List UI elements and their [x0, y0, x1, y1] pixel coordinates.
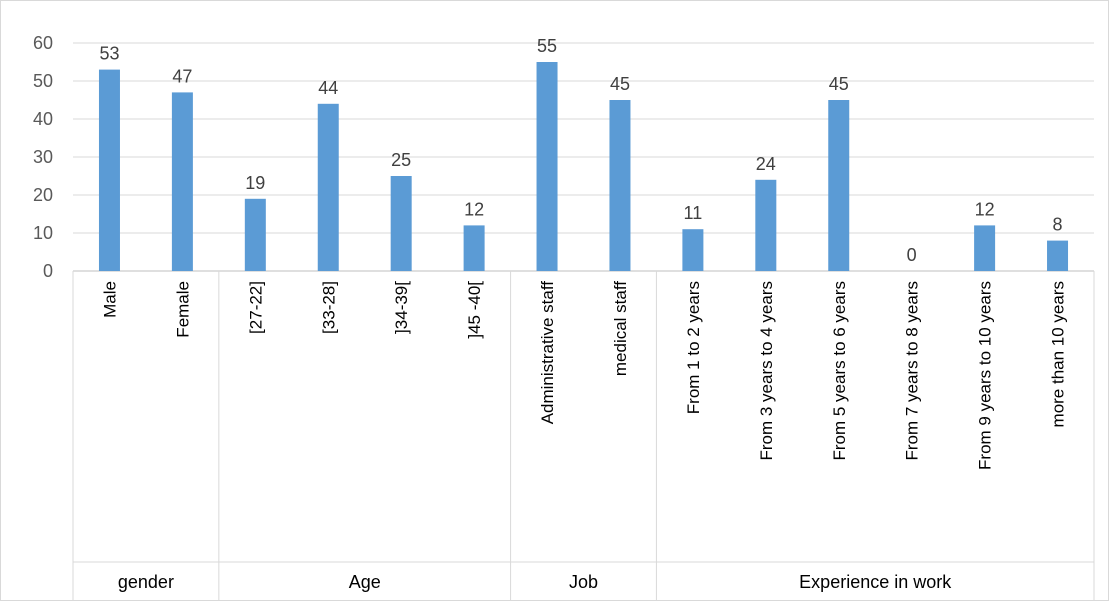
bar: [390, 176, 412, 271]
bar: [828, 100, 850, 271]
category-label: [27-22]: [246, 281, 265, 334]
data-label: 47: [172, 66, 192, 86]
category-label: From 9 years to 10 years: [976, 281, 995, 470]
category-label: From 5 years to 6 years: [830, 281, 849, 461]
data-label: 11: [684, 203, 703, 223]
data-label: 55: [537, 36, 557, 56]
category-label: From 1 to 2 years: [684, 281, 703, 414]
category-label: more than 10 years: [1049, 281, 1068, 427]
group-label: Age: [349, 572, 381, 592]
y-tick-label: 40: [33, 109, 53, 129]
y-tick-label: 60: [33, 33, 53, 53]
data-label: 12: [464, 199, 484, 219]
y-tick-label: 0: [43, 261, 53, 281]
group-label: gender: [118, 572, 174, 592]
data-label: 45: [610, 74, 630, 94]
data-label: 19: [245, 173, 265, 193]
data-label: 44: [318, 78, 338, 98]
bar: [171, 92, 193, 272]
y-tick-label: 10: [33, 223, 53, 243]
category-label: From 3 years to 4 years: [757, 281, 776, 461]
bar: [536, 62, 558, 271]
data-label: 8: [1053, 215, 1063, 235]
data-label: 53: [99, 44, 119, 64]
y-tick-label: 30: [33, 147, 53, 167]
data-label: 45: [829, 74, 849, 94]
group-label: Job: [569, 572, 598, 592]
group-label: Experience in work: [799, 572, 952, 592]
data-label: 24: [756, 154, 776, 174]
bar: [244, 198, 266, 271]
bar: [317, 103, 339, 271]
bar: [682, 229, 704, 271]
category-label: Female: [173, 281, 192, 338]
category-label: Male: [100, 281, 119, 318]
data-label: 0: [907, 245, 917, 265]
category-label: Administrative staff: [538, 281, 557, 425]
category-label: medical staff: [611, 281, 630, 376]
bar: [98, 69, 120, 271]
data-label: 25: [391, 150, 411, 170]
bar: [463, 225, 485, 271]
bar: [974, 225, 996, 271]
bar: [609, 100, 631, 271]
data-label: 12: [975, 199, 995, 219]
bar: [755, 179, 777, 271]
category-label: From 7 years to 8 years: [903, 281, 922, 461]
bar: [1047, 240, 1069, 271]
y-tick-label: 50: [33, 71, 53, 91]
y-tick-label: 20: [33, 185, 53, 205]
category-label: ]34-39[: [392, 281, 411, 334]
category-label: ]45 -40[: [465, 281, 484, 339]
category-label: [33-28]: [319, 281, 338, 334]
